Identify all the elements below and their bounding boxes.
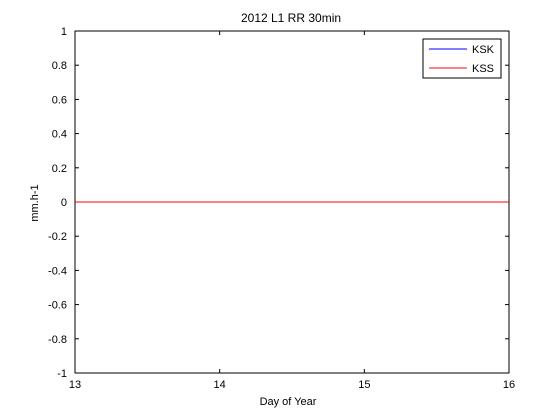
y-ticks: -1 -0.8 -0.6 -0.4 -0.2 0 0.2 0.4 0.6 0.8 1 xyxy=(48,26,509,380)
y-tick-label: -0.4 xyxy=(48,265,67,277)
y-tick-label: -0.8 xyxy=(48,334,67,346)
y-tick-label: -1 xyxy=(57,368,67,380)
x-ticks: 13 14 15 16 xyxy=(69,31,515,391)
y-tick-label: 0.2 xyxy=(52,163,67,175)
y-tick-label: 0 xyxy=(61,197,67,209)
legend: KSK KSS xyxy=(422,38,502,79)
y-tick-label: -0.6 xyxy=(48,300,67,312)
y-tick-label: 1 xyxy=(61,26,67,38)
chart-title: 2012 L1 RR 30min xyxy=(241,11,341,25)
x-axis-label: Day of Year xyxy=(260,396,317,408)
x-tick-label: 16 xyxy=(503,379,515,391)
y-axis-label: mm.h-1 xyxy=(29,184,41,221)
x-tick-label: 13 xyxy=(69,379,81,391)
y-tick-label: 0.6 xyxy=(52,94,67,106)
y-tick-label: 0.4 xyxy=(52,129,67,141)
legend-box xyxy=(422,38,502,79)
x-tick-label: 15 xyxy=(358,379,370,391)
legend-label-kss: KSS xyxy=(472,63,494,75)
legend-label-ksk: KSK xyxy=(472,44,495,56)
x-tick-label: 14 xyxy=(214,379,226,391)
y-tick-label: -0.2 xyxy=(48,231,67,243)
y-tick-label: 0.8 xyxy=(52,60,67,72)
